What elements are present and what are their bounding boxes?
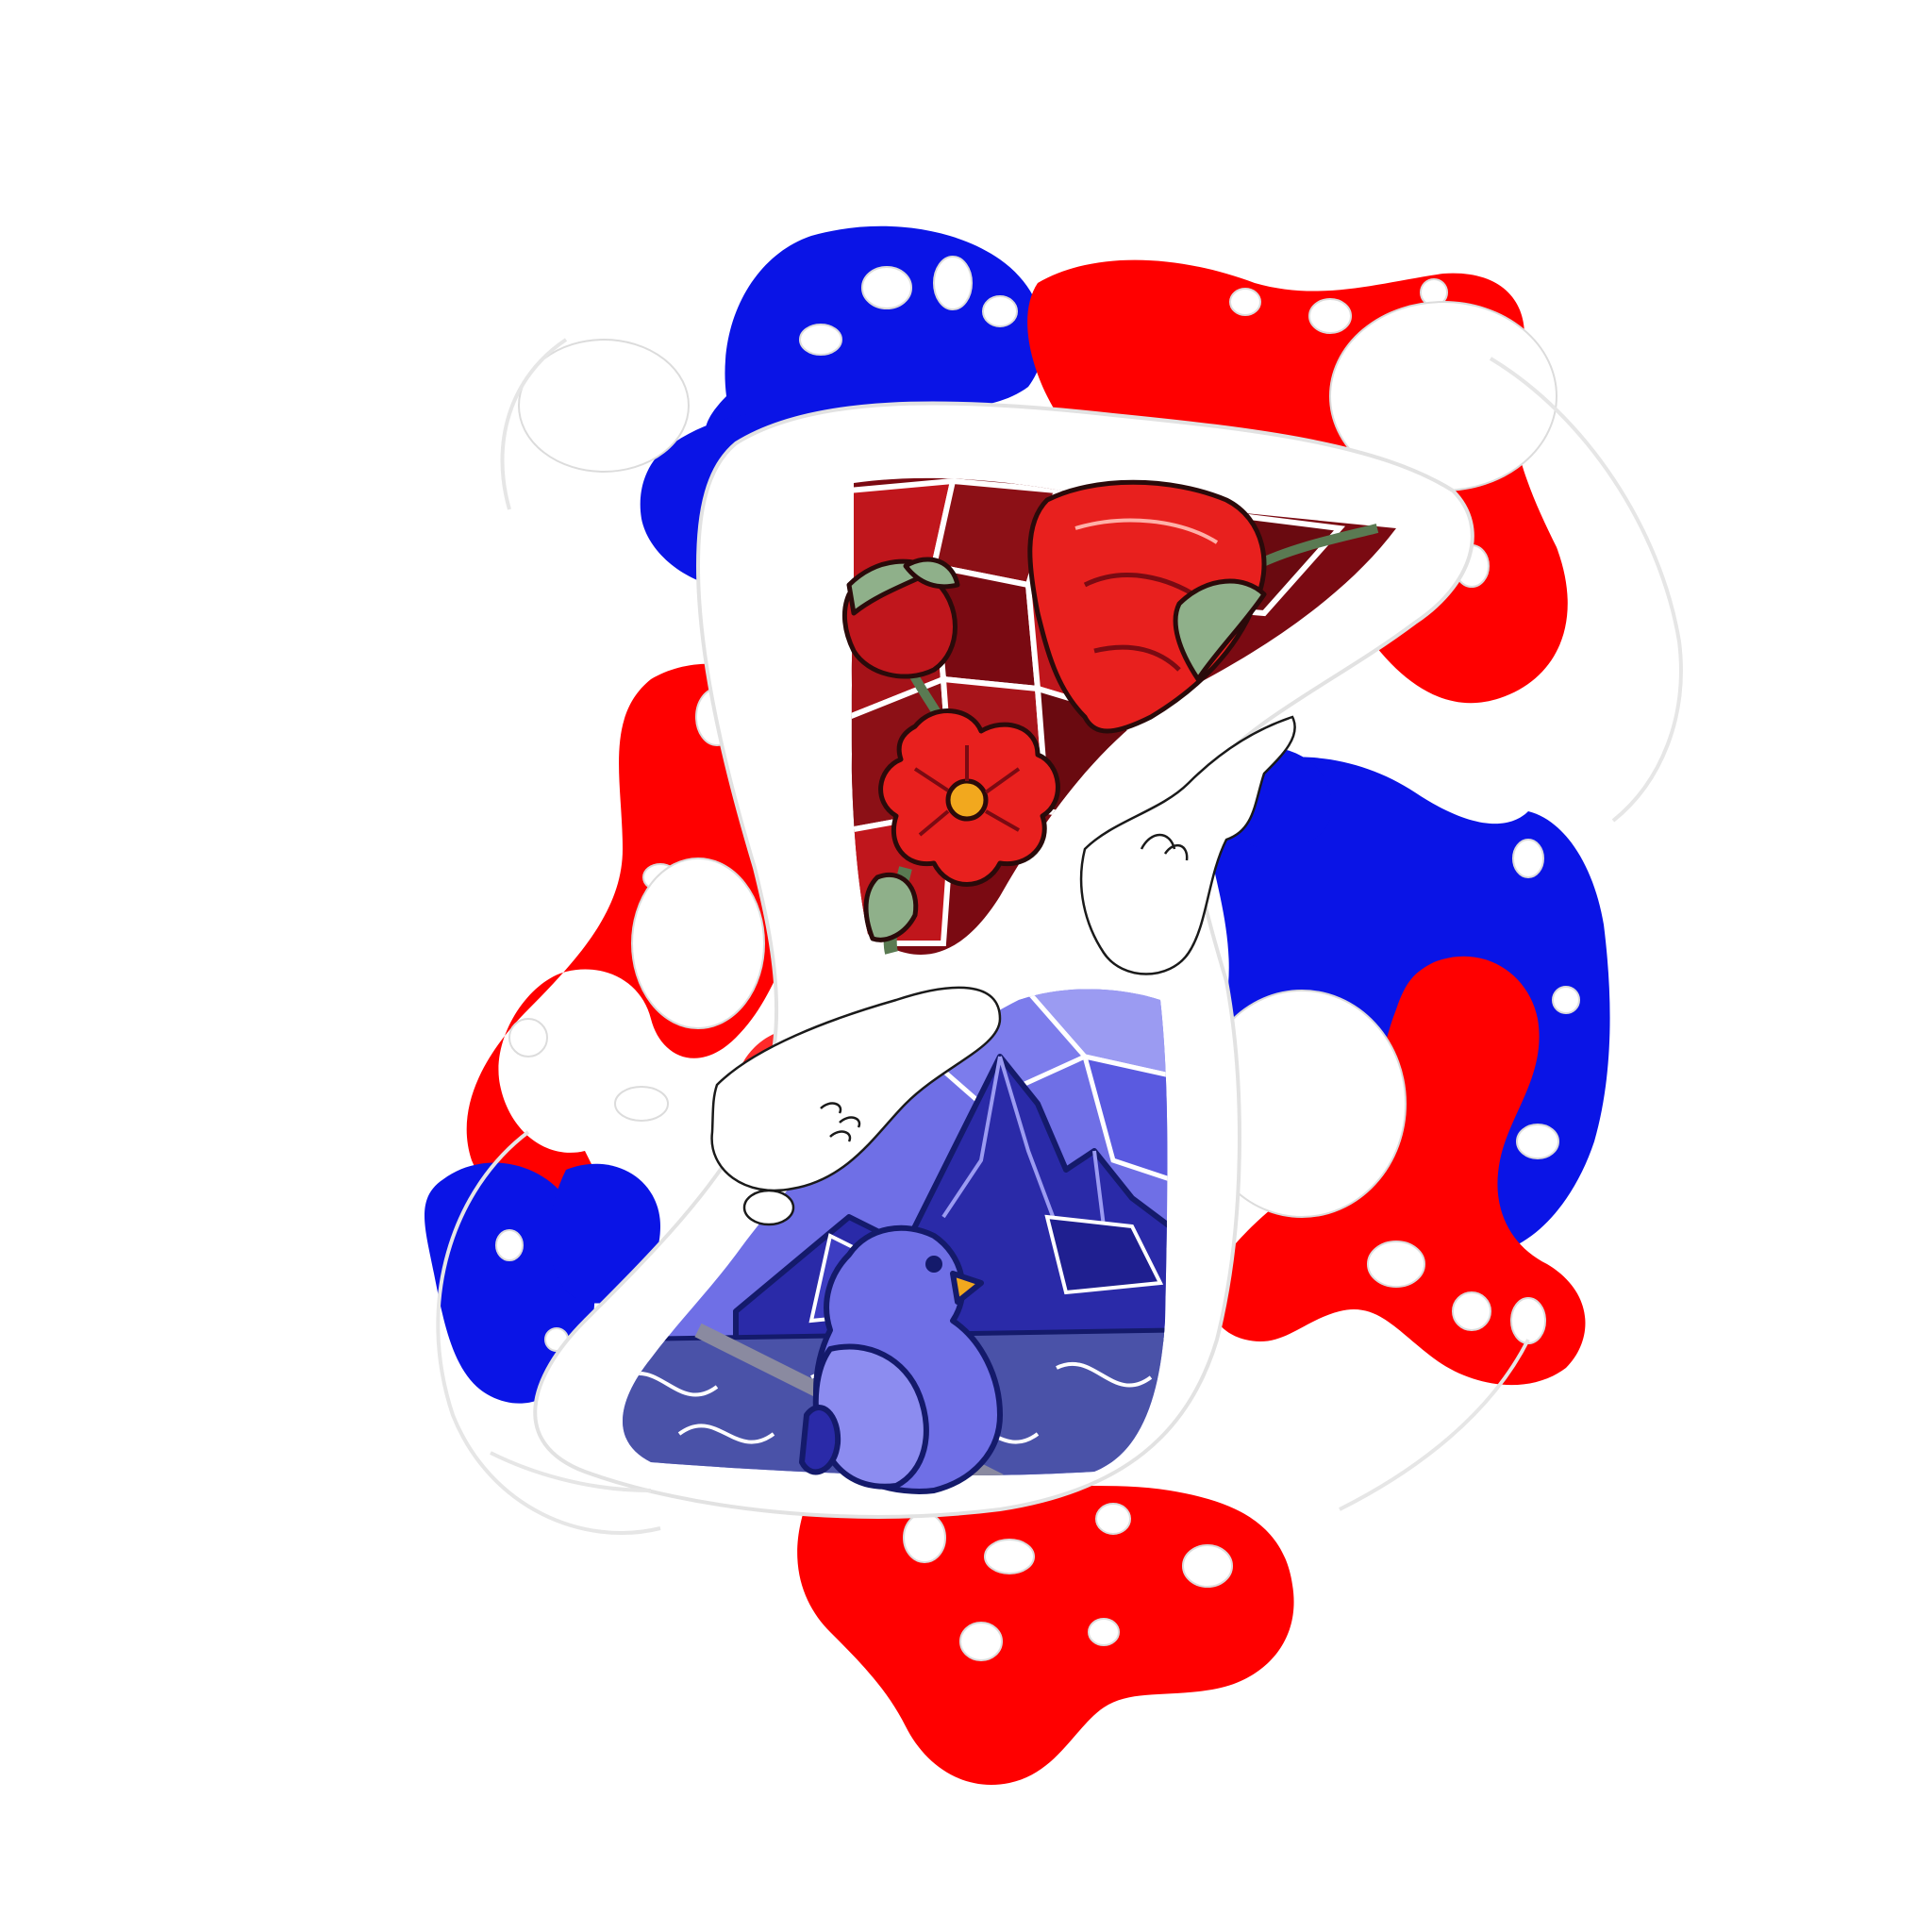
swirl-center-right: [1079, 715, 1296, 975]
bird-eye: [925, 1256, 942, 1273]
swirl-center-left: [710, 986, 1002, 1192]
rose-flowers-icon: [842, 479, 1379, 955]
outer-swirl-outlines: [436, 338, 1683, 1535]
flower-center: [945, 778, 989, 822]
white-swirls: [710, 715, 1296, 1226]
bird-wing-dark: [799, 1405, 841, 1475]
rose-leaf: [1173, 578, 1267, 682]
red-splash-right: [1209, 956, 1586, 1386]
bud-leaf-2: [903, 557, 960, 590]
bird-icon: [799, 1224, 1003, 1494]
small-oval: [742, 1189, 795, 1226]
blue-splash-left-small: [549, 1163, 660, 1304]
flower-leaf: [863, 872, 919, 942]
bird-beak: [950, 1271, 984, 1305]
white-bubbles: [495, 256, 1580, 1661]
